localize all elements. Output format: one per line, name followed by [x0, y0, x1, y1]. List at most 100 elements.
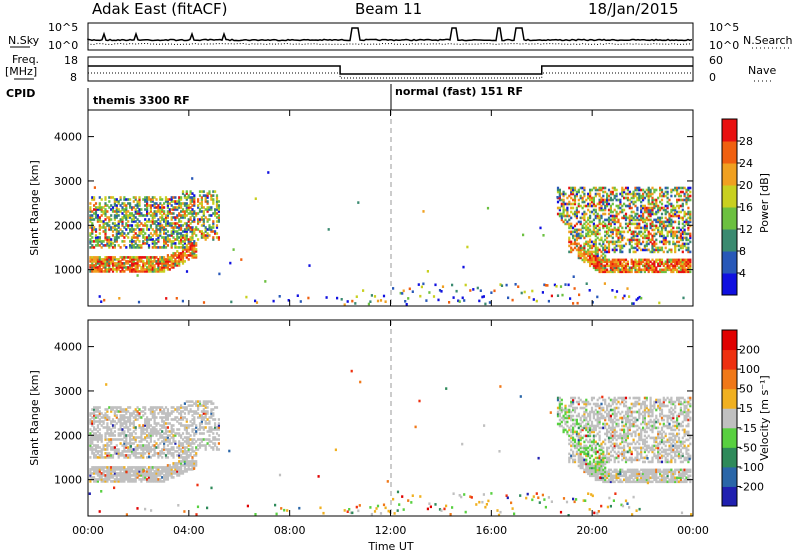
power-cell-2031 [624, 214, 628, 218]
power-cell-1875 [611, 240, 614, 244]
velocity-cell-242 [108, 406, 111, 409]
velocity-cell-1056 [180, 424, 183, 427]
power-cell-1656 [594, 248, 597, 252]
velocity-cell-1950 [613, 444, 616, 448]
velocity-cell-258 [110, 432, 113, 435]
power-cell-771 [161, 268, 164, 271]
velocity-cell-1402 [566, 432, 569, 436]
power-cell-383 [125, 234, 128, 237]
power-cell-1295 [215, 232, 219, 235]
power-cell-2620 [676, 244, 679, 248]
power-cell-1398 [570, 216, 573, 220]
power-cell-346 [121, 234, 124, 237]
velocity-cell-734 [151, 468, 154, 471]
power-cell-1704 [598, 260, 601, 264]
power-cell-666 [151, 246, 154, 249]
velocity-cell-1544 [581, 446, 584, 450]
power-cell-1315 [217, 210, 220, 213]
power-cell-656 [149, 204, 152, 207]
power-cell-2780 [689, 236, 692, 240]
power-cell-222 [108, 200, 111, 203]
velocity-cell-1974 [615, 456, 618, 460]
power-cell-1324 [556, 190, 560, 194]
power-cell-2357 [651, 186, 654, 190]
power-cell-988 [178, 196, 181, 199]
power-cell-1027 [181, 224, 185, 227]
velocity-cell-706 [149, 476, 152, 479]
power-cell-1169 [193, 198, 196, 201]
power-cell-1449 [575, 216, 578, 220]
power-cell-2420 [659, 270, 662, 274]
power-cell-953 [176, 234, 179, 237]
velocity-cell-628 [142, 438, 145, 441]
power-cell-340 [121, 266, 124, 269]
power-cell-110 [98, 244, 101, 247]
velocity-cell-1279 [204, 422, 207, 425]
velocity-cell-1850 [606, 470, 609, 474]
power-cell-2849 [451, 283, 454, 287]
power-cell-1265 [210, 230, 213, 233]
power-cell-2437 [659, 208, 662, 212]
power-cell-2544 [668, 212, 671, 216]
power-cell-896 [170, 212, 173, 215]
velocity-cell-1984 [615, 414, 618, 418]
power-cell-2914 [638, 295, 641, 299]
velocity-cell-396 [123, 468, 126, 471]
power-cell-2424 [659, 260, 662, 264]
velocity-cell-1325 [212, 438, 215, 441]
power-cell-1650 [594, 260, 597, 264]
power-cell-2338 [651, 246, 654, 250]
power-cell-648 [149, 232, 152, 235]
power-cell-1897 [613, 250, 616, 254]
velocity-cell-1787 [600, 448, 603, 452]
velocity-cell-416 [123, 410, 126, 413]
velocity-cell-1041 [180, 472, 183, 475]
velocity-cell-1140 [187, 442, 190, 445]
velocity-cell-1938 [611, 400, 614, 404]
power-cell-2039 [626, 264, 629, 268]
power-cell-776 [161, 258, 164, 261]
velocity-cell-1502 [577, 440, 580, 444]
velocity-cell-107 [96, 434, 99, 437]
power-cell-2329 [649, 188, 652, 192]
velocity-cell-1388 [562, 426, 565, 430]
velocity-cell-321 [115, 410, 118, 413]
velocity-cell-1835 [604, 438, 607, 442]
power-cell-130 [100, 260, 103, 263]
velocity-cell-739 [151, 434, 154, 437]
power-cell-2636 [677, 266, 681, 270]
velocity-cell-902 [166, 478, 169, 481]
power-cell-1991 [621, 236, 624, 240]
power-cell-1191 [197, 200, 200, 203]
power-cell-1781 [604, 250, 607, 254]
power-cell-945 [176, 262, 179, 265]
velocity-cell-1292 [206, 422, 209, 425]
velocity-cell-1799 [602, 478, 605, 482]
power-cell-2501 [664, 210, 667, 214]
velocity-cell-1559 [583, 448, 586, 452]
velocity-cell-1729 [596, 460, 599, 464]
power-cell-886 [170, 242, 173, 245]
power-cell-2073 [628, 190, 631, 194]
power-cell-853 [166, 216, 169, 219]
velocity-cell-780 [155, 472, 158, 475]
velocity-cell-813 [157, 406, 160, 409]
power-cell-2603 [674, 232, 677, 236]
power-cell-2919 [679, 232, 682, 236]
power-cell-2582 [672, 230, 675, 234]
power-cell-1883 [611, 214, 614, 218]
power-cell-1264 [208, 190, 211, 193]
velocity-cell-1858 [606, 434, 609, 438]
power-cell-1118 [189, 202, 192, 205]
power-cell-469 [132, 220, 135, 223]
power-cell-678 [151, 204, 154, 207]
power-cell-1865 [609, 190, 612, 194]
power-cell-2615 [676, 268, 679, 272]
velocity-cell-735 [151, 466, 154, 469]
power-cell-2661 [679, 262, 682, 266]
velocity-cell-90 [94, 408, 98, 411]
power-cell-2371 [653, 228, 656, 232]
power-cell-2158 [636, 212, 639, 216]
power-cell-28 [91, 256, 94, 259]
power-cell-1578 [589, 254, 592, 258]
